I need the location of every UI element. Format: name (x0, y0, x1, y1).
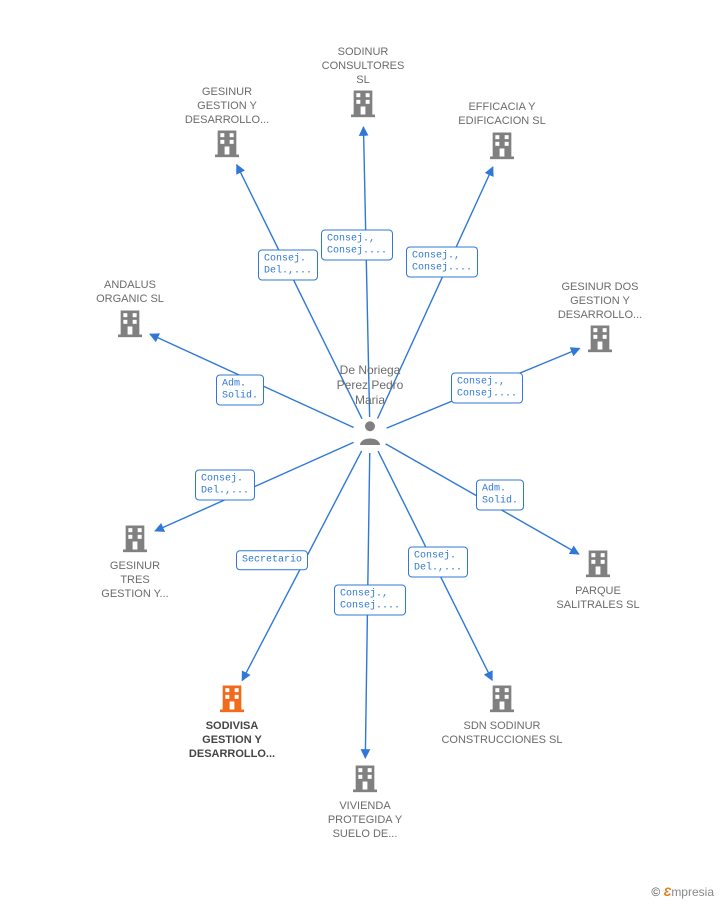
footer-copyright: © Ɛmpresia (651, 885, 714, 899)
company-node-icon (114, 307, 146, 344)
company-node-label: EFFICACIA Y EDIFICACION SL (458, 101, 545, 129)
brand-logo-rest: mpresia (671, 885, 714, 899)
company-node-label: SODIVISA GESTION Y DESARROLLO... (189, 720, 275, 761)
relation-label: Consej. Del.,... (195, 470, 255, 501)
center-person-icon (355, 418, 385, 453)
company-node-label: GESINUR GESTION Y DESARROLLO... (185, 86, 269, 127)
relation-label: Consej., Consej.... (334, 585, 406, 616)
company-node-icon (486, 129, 518, 166)
relation-label: Consej., Consej.... (451, 373, 523, 404)
company-node-icon (486, 682, 518, 719)
company-node-label: GESINUR TRES GESTION Y... (101, 560, 168, 601)
relation-label: Consej. Del.,... (408, 547, 468, 578)
relation-label: Consej., Consej.... (321, 230, 393, 261)
company-node-icon (211, 127, 243, 164)
company-node-icon (584, 322, 616, 359)
company-node-label: VIVIENDA PROTEGIDA Y SUELO DE... (328, 800, 402, 841)
company-node-icon (216, 682, 248, 719)
company-node-icon (582, 547, 614, 584)
company-node-icon (119, 522, 151, 559)
company-node-icon (349, 762, 381, 799)
relation-label: Adm. Solid. (476, 480, 524, 511)
relation-label: Secretario (236, 550, 308, 570)
company-node-label: SDN SODINUR CONSTRUCCIONES SL (441, 720, 562, 748)
relation-label: Adm. Solid. (216, 375, 264, 406)
center-person-label: De Noriega Perez Pedro Maria (337, 363, 404, 408)
company-node-icon (347, 87, 379, 124)
copyright-symbol: © (651, 885, 660, 899)
company-node-label: SODINUR CONSULTORES SL (322, 46, 405, 87)
company-node-label: GESINUR DOS GESTION Y DESARROLLO... (558, 281, 642, 322)
company-node-label: ANDALUS ORGANIC SL (96, 279, 164, 307)
company-node-label: PARQUE SALITRALES SL (556, 585, 639, 613)
relation-label: Consej. Del.,... (258, 250, 318, 281)
relation-label: Consej., Consej.... (406, 247, 478, 278)
